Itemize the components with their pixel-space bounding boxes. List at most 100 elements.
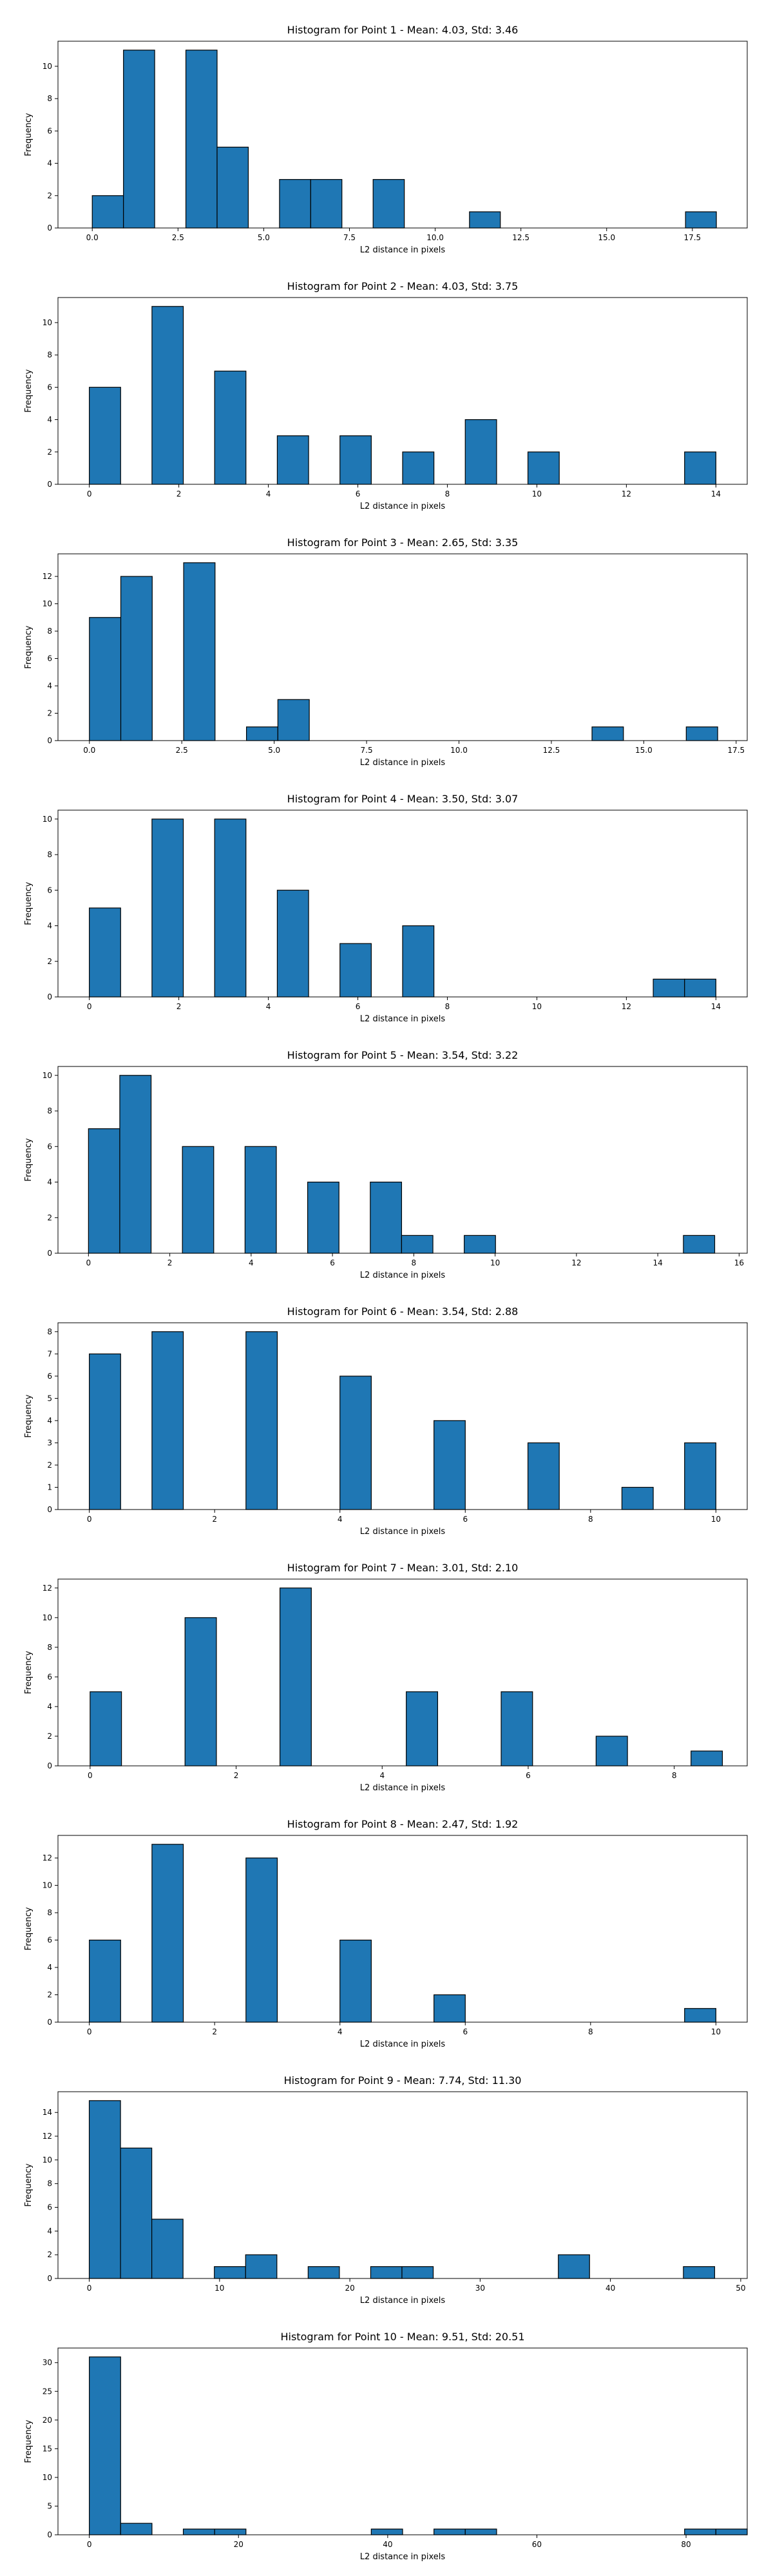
y-tick-label: 8 xyxy=(47,350,52,359)
y-tick-label: 12 xyxy=(43,1853,52,1862)
histogram-bar xyxy=(214,2266,246,2279)
y-tick-label: 8 xyxy=(47,94,52,103)
y-tick-label: 0 xyxy=(47,992,52,1001)
histogram-panel-3: Histogram for Point 3 - Mean: 2.65, Std:… xyxy=(24,536,748,768)
histogram-bar xyxy=(89,1939,121,2023)
x-tick-label: 2 xyxy=(212,2027,217,2036)
y-tick-label: 10 xyxy=(43,1613,52,1622)
y-axis-label: Frequency xyxy=(24,1907,33,1950)
x-axis-label: L2 distance in pixels xyxy=(360,1271,446,1280)
x-tick-label: 10 xyxy=(532,489,542,498)
histogram-bar xyxy=(464,1235,496,1254)
x-tick-label: 0 xyxy=(87,1515,92,1524)
x-tick-label: 10.0 xyxy=(450,746,468,755)
x-tick-label: 8 xyxy=(588,1515,593,1524)
y-tick-label: 2 xyxy=(47,1991,52,2000)
y-axis-label: Frequency xyxy=(24,1138,33,1181)
x-tick-label: 5.0 xyxy=(258,233,270,242)
axes-frame xyxy=(57,810,748,998)
x-tick-label: 12 xyxy=(571,1258,581,1267)
histogram-bar xyxy=(89,1353,121,1510)
x-tick-label: 0 xyxy=(87,2540,92,2549)
x-tick-label: 12.5 xyxy=(543,746,560,755)
histogram-bar xyxy=(214,819,247,998)
y-tick-label: 2 xyxy=(47,1461,52,1470)
histogram-bar xyxy=(527,451,560,485)
histogram-bar xyxy=(279,1587,312,1766)
histogram-bar xyxy=(684,2528,716,2535)
y-axis-label: Frequency xyxy=(24,625,33,668)
y-tick-label: 6 xyxy=(47,2203,52,2212)
y-tick-label: 1 xyxy=(47,1482,52,1492)
x-tick-label: 10 xyxy=(711,2027,721,2036)
histogram-bar xyxy=(434,2528,466,2535)
y-tick-label: 10 xyxy=(43,2473,52,2482)
histogram-panel-9: Histogram for Point 9 - Mean: 7.74, Std:… xyxy=(24,2074,748,2306)
x-tick-label: 4 xyxy=(338,1515,343,1524)
x-tick-label: 12 xyxy=(622,489,631,498)
y-tick-label: 6 xyxy=(47,1672,52,1681)
histogram-bar xyxy=(185,50,218,229)
histogram-bar xyxy=(276,889,309,998)
x-axis-label: L2 distance in pixels xyxy=(360,502,446,511)
histogram-bar xyxy=(595,1736,628,1766)
y-tick-label: 4 xyxy=(47,2226,52,2235)
x-tick-label: 20 xyxy=(345,2284,354,2293)
y-tick-label: 6 xyxy=(47,1142,52,1151)
y-tick-label: 2 xyxy=(47,1213,52,1222)
histogram-bar xyxy=(123,50,155,229)
histogram-bar xyxy=(182,1146,215,1254)
histogram-bar xyxy=(245,2254,278,2279)
x-tick-label: 80 xyxy=(681,2540,691,2549)
axes-frame xyxy=(57,2091,748,2279)
histogram-bar xyxy=(339,1939,372,2023)
x-tick-label: 0 xyxy=(87,1002,92,1011)
x-axis-label: L2 distance in pixels xyxy=(360,758,446,768)
x-tick-label: 15.0 xyxy=(598,233,615,242)
y-tick-label: 4 xyxy=(47,922,52,931)
x-tick-label: 2 xyxy=(177,489,182,498)
y-tick-label: 4 xyxy=(47,681,52,690)
x-tick-label: 15.0 xyxy=(635,746,653,755)
axes-frame xyxy=(57,297,748,485)
y-tick-label: 10 xyxy=(43,2155,52,2164)
histogram-bar xyxy=(558,2254,590,2279)
y-tick-label: 10 xyxy=(43,600,52,609)
chart-title: Histogram for Point 8 - Mean: 2.47, Std:… xyxy=(287,1818,519,1830)
y-axis-label: Frequency xyxy=(24,2420,33,2463)
x-tick-label: 4 xyxy=(379,1771,385,1780)
histogram-bar xyxy=(691,1750,723,1766)
y-tick-label: 2 xyxy=(47,191,52,200)
histogram-bar xyxy=(591,726,624,741)
y-tick-label: 6 xyxy=(47,383,52,392)
histogram-bar xyxy=(120,2147,153,2279)
x-tick-label: 6 xyxy=(463,2027,468,2036)
y-tick-label: 15 xyxy=(43,2444,52,2453)
chart-title: Histogram for Point 9 - Mean: 7.74, Std:… xyxy=(284,2074,522,2087)
x-tick-label: 10 xyxy=(532,1002,542,1011)
y-tick-label: 0 xyxy=(47,2018,52,2027)
histogram-bar xyxy=(88,1128,120,1254)
x-tick-label: 0 xyxy=(88,1771,93,1780)
x-tick-label: 16 xyxy=(734,1258,744,1267)
y-axis-label: Frequency xyxy=(24,113,33,156)
x-tick-label: 8 xyxy=(672,1771,677,1780)
x-tick-label: 2.5 xyxy=(172,233,184,242)
histogram-panel-5: Histogram for Point 5 - Mean: 3.54, Std:… xyxy=(24,1049,748,1280)
y-axis-label: Frequency xyxy=(24,1394,33,1437)
y-tick-label: 12 xyxy=(43,572,52,581)
x-tick-label: 0 xyxy=(87,2284,92,2293)
y-tick-label: 6 xyxy=(47,126,52,135)
x-tick-label: 17.5 xyxy=(727,746,745,755)
y-tick-label: 8 xyxy=(47,1106,52,1115)
histogram-bar xyxy=(182,2528,215,2535)
histogram-bar xyxy=(310,179,343,229)
chart-title: Histogram for Point 6 - Mean: 3.54, Std:… xyxy=(287,1305,519,1318)
y-tick-label: 4 xyxy=(47,1416,52,1425)
y-tick-label: 0 xyxy=(47,1505,52,1514)
histogram-bar xyxy=(434,1420,466,1510)
y-tick-label: 6 xyxy=(47,886,52,895)
x-tick-label: 0.0 xyxy=(83,746,95,755)
histogram-bar xyxy=(151,1331,184,1510)
x-axis-label: L2 distance in pixels xyxy=(360,1014,446,1024)
